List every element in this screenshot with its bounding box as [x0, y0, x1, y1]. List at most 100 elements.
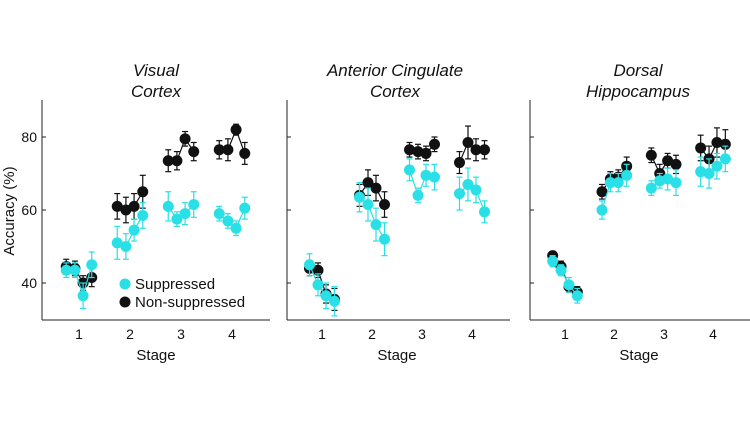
- data-point-non-suppressed: [188, 146, 200, 158]
- data-point-suppressed: [719, 153, 731, 165]
- x-tick-label: 4: [228, 326, 236, 342]
- data-point-suppressed: [703, 168, 715, 179]
- data-point-suppressed: [179, 208, 191, 220]
- x-tick-label: 3: [660, 326, 668, 342]
- data-point-suppressed: [304, 259, 315, 271]
- panel-title: Cortex: [131, 82, 182, 101]
- data-point-suppressed: [370, 219, 382, 231]
- data-point-suppressed: [612, 177, 624, 189]
- data-point-suppressed: [329, 295, 340, 307]
- legend-marker-suppressed: [119, 278, 131, 290]
- x-axis: 1 2 3 4 Stage: [530, 319, 750, 364]
- panel-title: Anterior Cingulate: [326, 61, 463, 80]
- data-point-non-suppressed: [370, 182, 382, 194]
- data-point-suppressed: [695, 166, 707, 178]
- legend-label-suppressed: Suppressed: [135, 276, 215, 293]
- x-axis-label: Stage: [136, 347, 175, 364]
- data-point-non-suppressed: [479, 144, 490, 156]
- panel-title: Dorsal: [613, 61, 663, 80]
- data-point-non-suppressed: [137, 186, 149, 198]
- data-point-non-suppressed: [222, 144, 234, 156]
- data-point-non-suppressed: [171, 155, 183, 167]
- data-point-suppressed: [137, 209, 149, 221]
- x-tick-label: 2: [610, 326, 618, 342]
- data-point-non-suppressed: [362, 177, 374, 189]
- x-axis: 1 2 3 4 Stage: [287, 319, 510, 364]
- data-point-suppressed: [128, 224, 140, 236]
- data-point-suppressed: [162, 200, 174, 212]
- data-point-suppressed: [662, 173, 674, 185]
- data-point-suppressed: [77, 290, 89, 302]
- data-point-suppressed: [711, 160, 723, 172]
- data-point-suppressed: [555, 264, 567, 276]
- data-point-suppressed: [86, 259, 98, 271]
- x-axis: 1 2 3 4 Stage: [42, 319, 270, 364]
- data-point-suppressed: [354, 191, 365, 203]
- data-point-suppressed: [379, 233, 390, 245]
- x-axis-label: Stage: [377, 347, 416, 364]
- data-point-non-suppressed: [404, 144, 415, 156]
- legend-marker-non-suppressed: [119, 296, 131, 308]
- data-point-non-suppressed: [213, 144, 225, 156]
- data-point-non-suppressed: [230, 124, 242, 136]
- data-point-non-suppressed: [379, 199, 390, 211]
- data-point-suppressed: [621, 169, 633, 181]
- y-axis: 80 60 40: [21, 100, 46, 320]
- data-point-suppressed: [429, 171, 440, 183]
- data-point-suppressed: [222, 215, 234, 227]
- data-point-non-suppressed: [429, 138, 440, 150]
- data-point-suppressed: [230, 222, 242, 234]
- panel-title: Visual: [133, 61, 180, 80]
- data-point-non-suppressed: [470, 144, 482, 156]
- panel-anterior-cingulate-cortex: Anterior Cingulate Cortex 1 2 3 4 Stage: [286, 61, 510, 364]
- y-tick-label: 40: [21, 275, 37, 291]
- data-point-non-suppressed: [312, 264, 324, 276]
- data-point-suppressed: [596, 204, 608, 216]
- data-point-suppressed: [60, 264, 72, 276]
- data-point-suppressed: [239, 202, 251, 214]
- data-point-suppressed: [645, 182, 657, 194]
- legend-label-non-suppressed: Non-suppressed: [135, 294, 245, 311]
- x-tick-label: 3: [418, 326, 426, 342]
- data-point-suppressed: [571, 290, 583, 302]
- x-axis-label: Stage: [619, 347, 658, 364]
- plot-area: [60, 123, 251, 310]
- x-tick-label: 3: [177, 326, 185, 342]
- data-point-non-suppressed: [462, 136, 474, 148]
- data-point-non-suppressed: [596, 186, 608, 198]
- data-point-suppressed: [312, 279, 324, 291]
- x-tick-label: 2: [368, 326, 376, 342]
- plot-area: [304, 125, 490, 317]
- y-tick-label: 80: [21, 129, 37, 145]
- y-axis: [286, 100, 291, 320]
- legend: Suppressed Non-suppressed: [119, 276, 245, 311]
- panel-dorsal-hippocampus: Dorsal Hippocampus 1 2 3 4 Stage: [529, 61, 750, 364]
- data-point-suppressed: [404, 164, 415, 176]
- data-point-non-suppressed: [111, 200, 123, 212]
- x-tick-label: 4: [468, 326, 476, 342]
- data-point-suppressed: [120, 241, 132, 252]
- data-point-suppressed: [320, 290, 332, 302]
- data-point-non-suppressed: [662, 155, 674, 167]
- data-point-non-suppressed: [645, 149, 657, 161]
- data-point-non-suppressed: [420, 147, 432, 159]
- data-point-suppressed: [111, 237, 123, 249]
- data-point-suppressed: [171, 213, 183, 225]
- x-tick-label: 1: [561, 326, 569, 342]
- panel-title: Cortex: [370, 82, 421, 101]
- data-point-suppressed: [454, 188, 465, 200]
- data-point-non-suppressed: [162, 155, 174, 167]
- data-point-non-suppressed: [239, 147, 251, 159]
- data-point-suppressed: [604, 177, 616, 189]
- plot-area: [547, 127, 731, 304]
- data-point-suppressed: [412, 189, 424, 201]
- panel-title: Hippocampus: [586, 82, 690, 101]
- data-point-suppressed: [479, 206, 490, 218]
- data-point-suppressed: [188, 199, 200, 211]
- data-point-suppressed: [470, 184, 482, 196]
- x-tick-label: 2: [126, 326, 134, 342]
- data-point-suppressed: [362, 199, 374, 211]
- data-point-non-suppressed: [711, 136, 723, 148]
- data-point-non-suppressed: [695, 142, 707, 154]
